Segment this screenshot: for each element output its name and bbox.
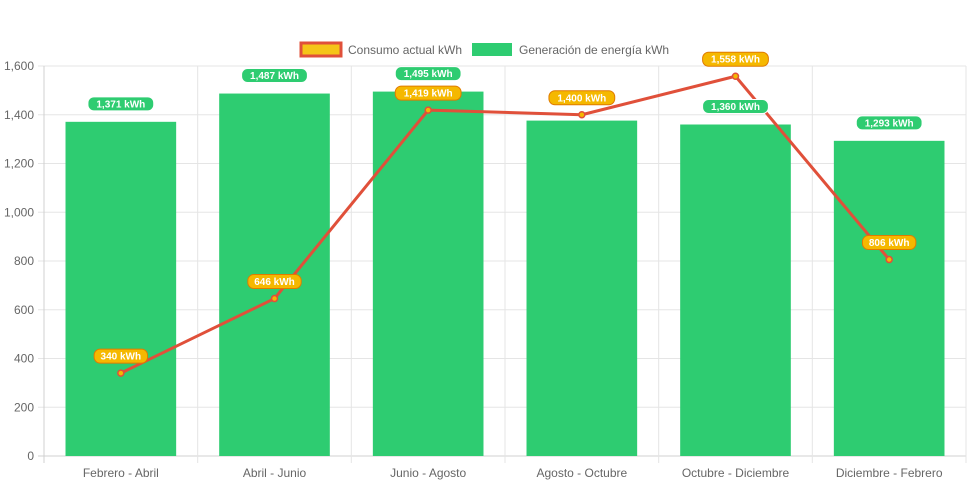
line-data-labels: 340 kWh 646 kWh 1,419 kWh 1,400 kWh 1,558 kW… bbox=[93, 51, 917, 364]
y-tick-label: 1,400 bbox=[4, 108, 34, 122]
bar-value-label-bg bbox=[855, 115, 923, 131]
legend-label-consumo[interactable]: Consumo actual kWh bbox=[348, 43, 462, 57]
line-value-label-text: 1,419 kWh bbox=[404, 89, 453, 100]
line-value-label-bg bbox=[93, 348, 149, 364]
legend-label-generacion[interactable]: Generación de energía kWh bbox=[519, 43, 669, 57]
x-tick-label: Febrero - Abril bbox=[83, 466, 159, 480]
bar-value-label-bg bbox=[394, 66, 462, 82]
line-point[interactable] bbox=[117, 369, 125, 377]
x-tick-label: Octubre - Diciembre bbox=[682, 466, 790, 480]
line-value-label: 806 kWh bbox=[861, 235, 917, 251]
line-point[interactable] bbox=[885, 255, 893, 264]
legend-swatch-generacion[interactable] bbox=[472, 43, 512, 56]
x-tick-label: Abril - Junio bbox=[243, 466, 307, 480]
y-tick-label: 600 bbox=[14, 303, 34, 317]
bar-value-label-bg bbox=[87, 96, 155, 112]
line-point[interactable] bbox=[578, 111, 586, 119]
line-value-label-text: 1,400 kWh bbox=[557, 93, 606, 104]
x-axis-ticks: Febrero - Abril Abril - Junio Junio - Agos… bbox=[83, 466, 943, 480]
line-value-label-text: 1,558 kWh bbox=[711, 55, 760, 66]
bar[interactable] bbox=[65, 121, 177, 456]
y-tick-label: 200 bbox=[14, 400, 34, 414]
line-point[interactable] bbox=[731, 72, 740, 80]
bar[interactable] bbox=[372, 91, 484, 456]
legend: Consumo actual kWh Generación de energía… bbox=[299, 41, 669, 58]
line-value-label-bg bbox=[247, 274, 302, 290]
line-value-label-bg bbox=[548, 90, 616, 106]
bar[interactable] bbox=[680, 124, 791, 457]
grid-lines bbox=[38, 65, 967, 463]
bar[interactable] bbox=[526, 120, 638, 456]
y-tick-label: 0 bbox=[27, 449, 34, 463]
bar-value-label-text: 1,495 kWh bbox=[404, 69, 453, 80]
bar-value-label-text: 1,487 kWh bbox=[250, 71, 299, 82]
bar-series bbox=[65, 91, 945, 457]
y-tick-label: 800 bbox=[14, 254, 34, 268]
line-value-label: 646 kWh bbox=[247, 274, 302, 290]
bar-value-label: 1,371 kWh bbox=[87, 96, 155, 112]
legend-swatch-consumo[interactable] bbox=[299, 41, 343, 58]
bar-value-label: 1,495 kWh bbox=[394, 66, 462, 82]
bar-value-label: 1,487 kWh bbox=[241, 68, 308, 84]
bar-value-label-bg bbox=[702, 99, 769, 114]
line-value-label-bg bbox=[702, 51, 769, 67]
line-point[interactable] bbox=[424, 106, 432, 114]
y-tick-label: 1,000 bbox=[4, 205, 34, 219]
bar-value-label: 1,360 kWh bbox=[702, 99, 769, 114]
bar-value-label-text: 1,293 kWh bbox=[865, 118, 914, 129]
y-axis-ticks: 0 200 400 600 800 1,000 1,200 1,400 1,600 bbox=[4, 59, 34, 463]
bar-data-labels: 1,371 kWh 1,487 kWh 1,495 kWh 1,360 kWh 1,29… bbox=[87, 66, 923, 131]
bar-value-label: 1,293 kWh bbox=[855, 115, 923, 131]
line-value-label-text: 646 kWh bbox=[254, 277, 295, 288]
y-tick-label: 1,600 bbox=[4, 59, 34, 73]
bar[interactable] bbox=[833, 140, 945, 457]
bar-value-label-bg bbox=[241, 68, 308, 84]
line-value-label: 1,419 kWh bbox=[394, 85, 462, 101]
line-value-label-text: 340 kWh bbox=[101, 352, 142, 363]
bar-value-label-text: 1,360 kWh bbox=[711, 102, 760, 113]
line-value-label: 1,400 kWh bbox=[548, 90, 616, 106]
y-tick-label: 400 bbox=[14, 352, 34, 366]
x-tick-label: Diciembre - Febrero bbox=[836, 466, 943, 480]
line-value-label: 1,558 kWh bbox=[702, 51, 769, 67]
bar-value-label-text: 1,371 kWh bbox=[96, 99, 145, 110]
line-point[interactable] bbox=[270, 294, 279, 303]
line-value-label: 340 kWh bbox=[93, 348, 149, 364]
y-tick-label: 1,200 bbox=[4, 157, 34, 171]
x-tick-label: Agosto - Octubre bbox=[536, 466, 627, 480]
line-value-label-bg bbox=[394, 85, 462, 101]
x-tick-label: Junio - Agosto bbox=[390, 466, 466, 480]
line-value-label-bg bbox=[861, 235, 917, 251]
line-value-label-text: 806 kWh bbox=[869, 238, 910, 249]
